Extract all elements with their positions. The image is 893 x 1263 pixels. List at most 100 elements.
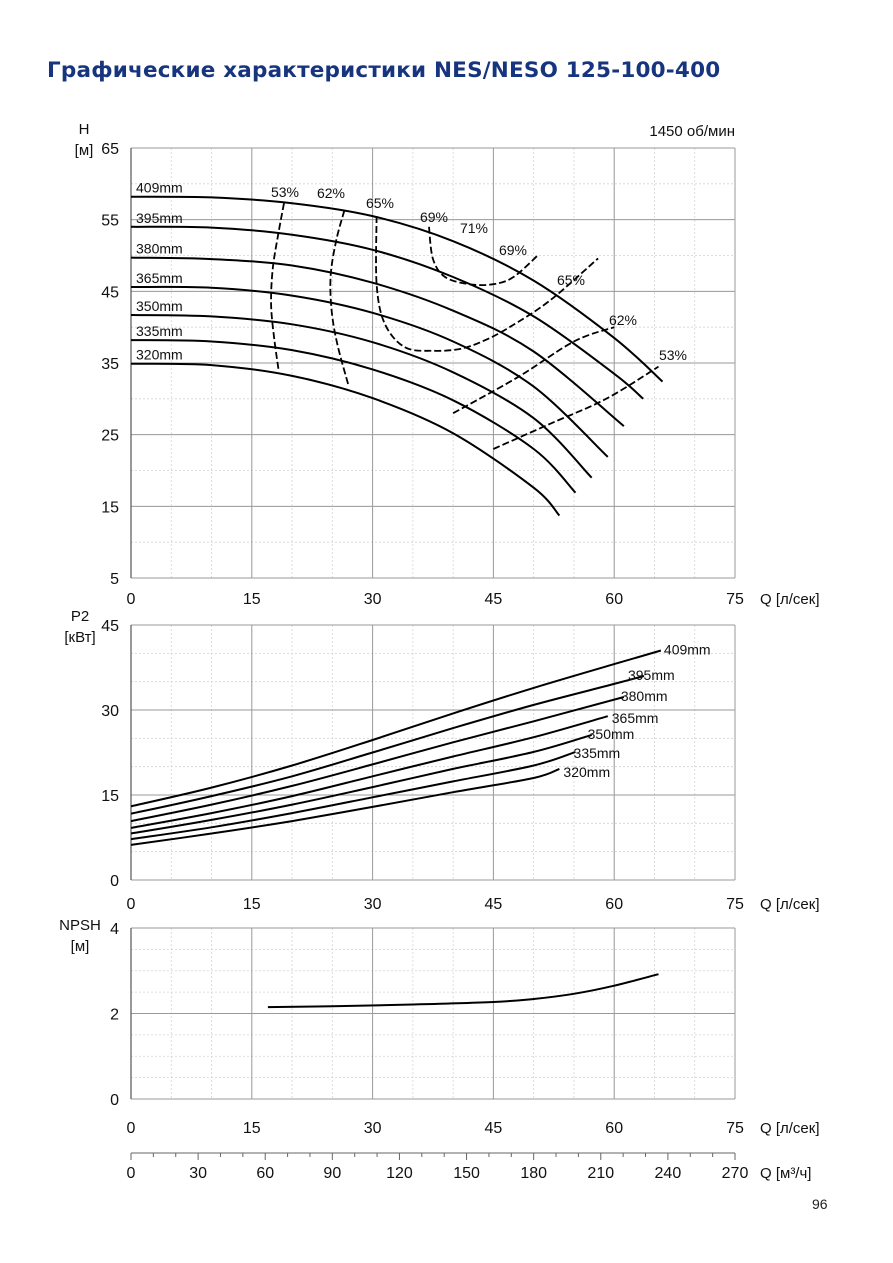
efficiency-line-53-right [493,365,659,450]
y-tick-label: 35 [101,356,119,373]
y-tick-label: 15 [101,788,119,805]
head-curve-label: 335mm [136,323,183,339]
x-tick-label: 15 [243,896,261,913]
head-curve-365mm [130,285,609,458]
x-tick-label: 60 [605,591,623,608]
npsh-grid [130,927,736,1100]
efficiency-label: 69% [499,242,527,258]
head-curve-350mm [130,314,593,479]
power-curve-365mm [130,715,609,829]
power-curve-label: 395mm [628,667,675,683]
efficiency-line-65 [375,216,599,352]
x2-tick-label: 270 [722,1165,749,1182]
x-tick-label: 0 [127,1120,136,1137]
efficiency-line-69 [428,226,539,286]
head-curve-label: 320mm [136,347,183,363]
power-curve-380mm [130,696,625,823]
power-grid [130,624,736,881]
power-curve-label: 409mm [664,642,711,658]
npsh-series-lines [267,973,659,1009]
head-text: 409mm 395mm 380mm 365mm 350mm 335mm 320mm 53% 62… [75,121,820,608]
head-curve-335mm [130,339,577,494]
efficiency-label: 69% [420,209,448,225]
efficiency-label: 53% [271,184,299,200]
x-tick-label: 60 [605,1120,623,1137]
x-tick-label: 0 [127,896,136,913]
efficiency-label: 65% [557,272,585,288]
efficiency-label: 62% [609,312,637,328]
y-axis-unit: [м] [75,142,94,159]
head-curve-320mm [130,362,561,517]
head-curve-label: 365mm [136,270,183,286]
page-number: 96 [812,1196,828,1212]
x-tick-label: 45 [485,1120,503,1137]
x-tick-label: 75 [726,896,744,913]
x-tick-label: 15 [243,591,261,608]
power-series-lines [130,649,662,846]
y-tick-label: 15 [101,499,119,516]
y-tick-label: 30 [101,703,119,720]
power-curve-label: 350mm [588,726,635,742]
power-curve-label: 335mm [574,745,621,761]
y-axis-title: P2 [71,608,89,625]
x2-tick-label: 210 [587,1165,614,1182]
efficiency-label: 65% [366,195,394,211]
power-curve-320mm [130,767,560,846]
head-curve-label: 409mm [136,180,183,196]
power-curve-409mm [130,649,662,808]
y-tick-label: 5 [110,571,119,588]
x2-tick-label: 150 [453,1165,480,1182]
x-axis-title: Q [л/сек] [760,896,820,913]
head-curve-label: 395mm [136,210,183,226]
head-efficiency-lines [270,203,659,450]
x2-tick-label: 180 [520,1165,547,1182]
y-axis-title: NPSH [59,917,101,934]
head-curve-395mm [130,225,644,400]
x2-tick-label: 240 [655,1165,682,1182]
x-tick-label: 45 [485,591,503,608]
head-chart: 409mm 395mm 380mm 365mm 350mm 335mm 320mm 53% 62… [75,121,820,608]
page-title: Графические характеристики NES/NESO 125-… [47,58,721,83]
power-curve-label: 380mm [621,688,668,704]
power-curve-335mm [130,750,576,841]
y-tick-label: 55 [101,213,119,230]
x-tick-label: 30 [364,591,382,608]
y-tick-label: 2 [110,1007,119,1024]
head-curve-label: 350mm [136,298,183,314]
y-tick-label: 4 [110,921,119,938]
y-axis-unit: [м] [71,938,90,955]
y-tick-label: 25 [101,428,119,445]
y-tick-label: 65 [101,141,119,158]
efficiency-label: 71% [460,220,488,236]
x2-tick-label: 0 [127,1165,136,1182]
y-tick-label: 45 [101,284,119,301]
x-axis-title: Q [л/сек] [760,1120,820,1137]
x-tick-label: 0 [127,591,136,608]
x-tick-label: 75 [726,591,744,608]
head-curve-380mm [130,256,625,427]
x2-tick-label: 60 [256,1165,274,1182]
y-tick-label: 0 [110,873,119,890]
head-grid [130,147,736,579]
x-tick-label: 15 [243,1120,261,1137]
npsh-curve [267,973,659,1009]
power-curve-395mm [130,675,645,815]
speed-annotation: 1450 об/мин [649,123,735,140]
y-tick-label: 45 [101,618,119,635]
x2-tick-label: 120 [386,1165,413,1182]
power-curve-label: 365mm [612,710,659,726]
efficiency-line-62-right [452,326,615,414]
x-axis-title: Q [л/сек] [760,591,820,608]
head-curve-label: 380mm [136,241,183,257]
x2-axis-title: Q [м³/ч] [760,1165,811,1182]
y-axis-title: H [79,121,90,138]
efficiency-label: 62% [317,185,345,201]
efficiency-line-62 [329,210,350,386]
y-axis-unit: [кВт] [64,629,95,646]
power-curve-350mm [130,733,592,835]
